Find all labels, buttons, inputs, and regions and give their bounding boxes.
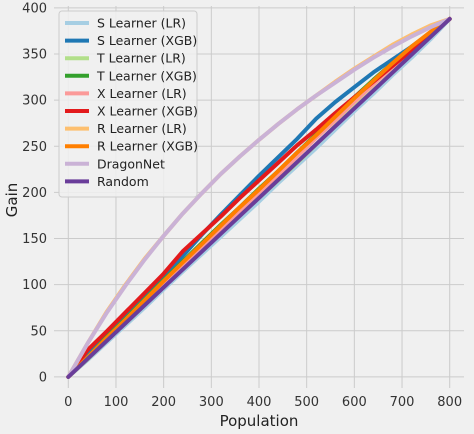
y-tick-label: 150 [22, 232, 47, 247]
series-line-r-learner-xgb [66, 16, 452, 379]
y-tick-label: 100 [22, 278, 47, 293]
x-axis-label: Population [220, 412, 299, 430]
series-line-dragonnet [66, 16, 452, 379]
series-line-random [66, 16, 452, 379]
x-tick-label: 200 [151, 395, 176, 410]
legend-label-x-learner-lr: X Learner (LR) [97, 86, 187, 101]
y-axis-label: Gain [3, 183, 21, 218]
x-tick-label: 300 [199, 395, 224, 410]
y-tick-label: 400 [22, 1, 47, 16]
x-tick-label: 500 [294, 395, 319, 410]
x-tick-label: 800 [437, 395, 462, 410]
x-tick-label: 700 [390, 395, 415, 410]
x-tick-label: 0 [64, 395, 72, 410]
y-tick-label: 300 [22, 94, 47, 109]
y-tick-label: 350 [22, 47, 47, 62]
x-tick-label: 600 [342, 395, 367, 410]
legend: S Learner (LR) S Learner (XGB) T Learner (… [58, 10, 198, 198]
legend-label-random: Random [97, 174, 149, 189]
legend-label-t-learner-xgb: T Learner (XGB) [96, 68, 197, 83]
legend-label-dragonnet: DragonNet [97, 156, 165, 171]
y-tick-label: 250 [22, 140, 47, 155]
legend-label-t-learner-lr: T Learner (LR) [96, 51, 186, 66]
legend-label-x-learner-xgb: X Learner (XGB) [97, 104, 198, 119]
y-tick-label: 200 [22, 186, 47, 201]
legend-label-r-learner-lr: R Learner (LR) [97, 121, 187, 136]
legend-label-s-learner-xgb: S Learner (XGB) [97, 33, 197, 48]
y-tick-label: 50 [30, 324, 47, 339]
legend-label-s-learner-lr: S Learner (LR) [97, 16, 186, 31]
legend-box [58, 10, 198, 198]
y-tick-label: 0 [39, 370, 47, 385]
series-layer [66, 16, 452, 379]
x-tick-label: 400 [247, 395, 272, 410]
legend-label-r-learner-xgb: R Learner (XGB) [97, 139, 198, 154]
tick-labels: 0 100 200 300 400 500 600 700 800 0 50 100 150 200 250… [22, 1, 462, 410]
x-tick-label: 100 [104, 395, 129, 410]
